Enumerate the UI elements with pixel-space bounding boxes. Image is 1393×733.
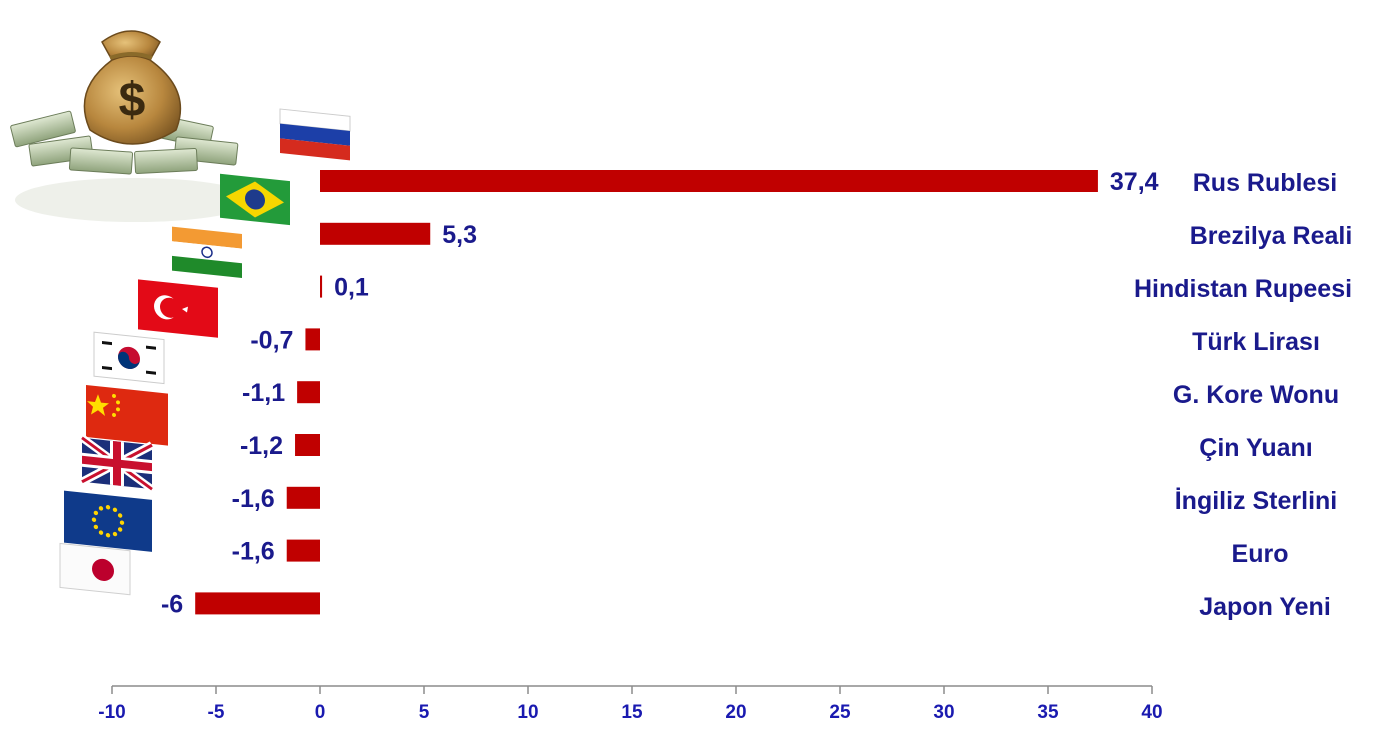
bar-hindistan-rupeesi xyxy=(320,275,323,298)
category-label-brezilya-reali: Brezilya Reali xyxy=(1190,222,1353,250)
category-label-g-kore-wonu: G. Kore Wonu xyxy=(1173,381,1339,409)
india-flag-icon xyxy=(172,226,242,278)
x-tick-label: 15 xyxy=(621,702,643,723)
flags-group xyxy=(59,108,351,596)
x-tick-label: -5 xyxy=(208,702,225,723)
money-bag-icon: $ xyxy=(10,30,255,222)
category-label-turk-lirasi: Türk Lirası xyxy=(1192,328,1320,356)
value-label-ingiliz-sterlini: -1,6 xyxy=(232,485,275,513)
svg-text:$: $ xyxy=(119,74,146,127)
japan-flag-icon xyxy=(59,542,131,596)
value-labels-group: 37,4 5,3 0,1 -0,7 -1,1 -1,2 -1,6 -1,6 -6 xyxy=(161,168,1159,618)
category-label-euro: Euro xyxy=(1232,540,1289,568)
category-label-ingiliz-sterlini: İngiliz Sterlini xyxy=(1175,487,1338,515)
x-axis: -10 -5 0 5 10 15 20 25 30 35 40 xyxy=(98,685,1163,723)
brazil-flag-icon xyxy=(220,173,290,226)
x-tick-label: 10 xyxy=(517,702,538,723)
category-labels-group: Rus Rublesi Brezilya Reali Hindistan Rupee… xyxy=(1134,169,1352,621)
value-label-brezilya-reali: 5,3 xyxy=(442,221,477,249)
value-label-euro: -1,6 xyxy=(232,538,275,566)
bar-ingiliz-sterlini xyxy=(286,486,320,509)
bars-group xyxy=(195,170,1098,615)
x-tick-label: 25 xyxy=(829,702,851,723)
south-korea-flag-icon xyxy=(93,331,165,385)
x-tick-label: -10 xyxy=(98,702,125,723)
x-tick-label: 5 xyxy=(419,702,430,723)
x-tick-label: 20 xyxy=(725,702,746,723)
value-label-hindistan-rupeesi: 0,1 xyxy=(334,274,369,302)
bar-brezilya-reali xyxy=(320,222,431,245)
eu-flag-icon xyxy=(64,490,152,552)
bar-rus-rublesi xyxy=(320,170,1098,192)
bar-g-kore-wonu xyxy=(297,381,320,404)
russia-flag-icon xyxy=(279,108,351,161)
category-label-japon-yeni: Japon Yeni xyxy=(1199,593,1331,621)
bar-cin-yuani xyxy=(295,434,320,456)
category-label-hindistan-rupeesi: Hindistan Rupeesi xyxy=(1134,275,1352,303)
china-flag-icon xyxy=(86,385,168,446)
value-label-japon-yeni: -6 xyxy=(161,590,183,618)
x-tick-label: 30 xyxy=(933,702,954,723)
bar-euro xyxy=(286,539,320,562)
x-tick-label: 35 xyxy=(1037,702,1059,723)
category-label-rus-rublesi: Rus Rublesi xyxy=(1193,169,1337,197)
value-label-cin-yuani: -1,2 xyxy=(240,432,283,460)
uk-flag-icon xyxy=(79,434,155,493)
bar-japon-yeni xyxy=(195,592,320,615)
category-label-cin-yuani: Çin Yuanı xyxy=(1199,434,1312,462)
value-label-turk-lirasi: -0,7 xyxy=(250,326,293,354)
value-label-g-kore-wonu: -1,1 xyxy=(242,379,285,407)
turkey-flag-icon xyxy=(138,279,218,338)
x-tick-label: 40 xyxy=(1141,702,1162,723)
x-tick-label: 0 xyxy=(315,702,326,723)
bar-turk-lirasi xyxy=(305,328,320,351)
value-label-rus-rublesi: 37,4 xyxy=(1110,168,1159,196)
